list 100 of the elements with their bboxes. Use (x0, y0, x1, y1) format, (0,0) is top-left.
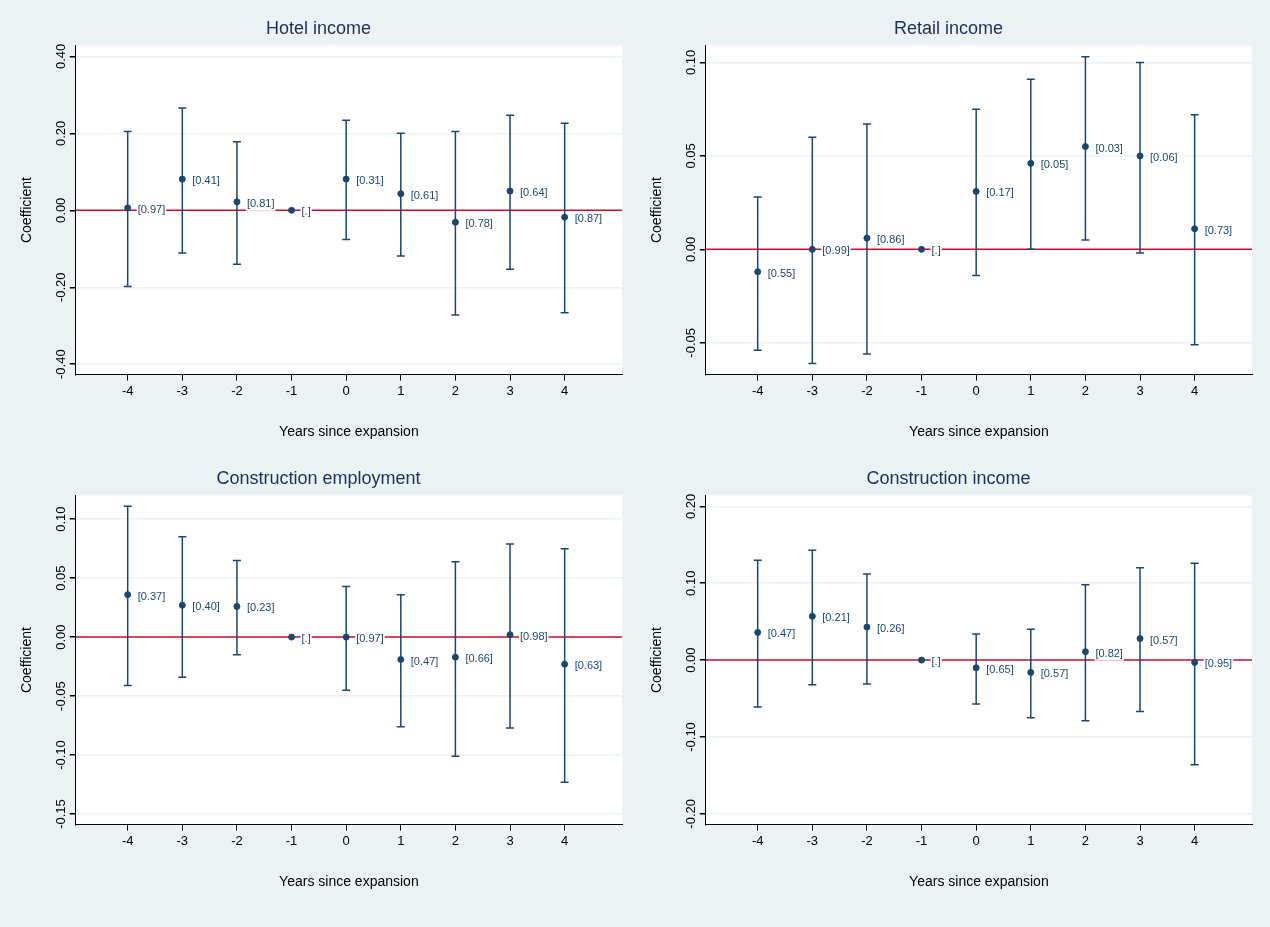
annotation: [0.06] (1150, 150, 1178, 163)
x-tick-label: -1 (915, 382, 928, 398)
y-tick-label: 0.00 (682, 647, 698, 673)
point (754, 268, 762, 276)
x-tick-label: -2 (861, 832, 873, 848)
x-tick-label: 3 (506, 382, 514, 398)
point (288, 633, 296, 641)
point (1027, 668, 1035, 676)
point (288, 206, 296, 214)
chart-title: Hotel income (265, 17, 372, 38)
x-tick-label: 1 (1027, 832, 1035, 848)
x-tick-label: 3 (1136, 382, 1144, 398)
point (233, 198, 241, 206)
x-axis-title: Years since expansion (279, 423, 419, 440)
y-axis-title: Coefficient (648, 627, 665, 694)
x-tick-label: -3 (806, 382, 819, 398)
x-axis-title: Years since expansion (909, 873, 1049, 890)
x-tick-label: -4 (121, 832, 134, 848)
point (233, 602, 241, 610)
y-tick-label: 0.00 (682, 236, 698, 263)
x-tick-label: -1 (915, 832, 928, 848)
y-axis-title: Coefficient (18, 627, 35, 694)
annotation: [0.66] (465, 652, 493, 665)
annotation: [0.55] (767, 266, 796, 279)
annotation: [.] (301, 632, 311, 645)
y-tick-label: 0.10 (682, 570, 698, 596)
x-tick-label: 4 (561, 382, 569, 398)
annotation: [0.87] (574, 212, 603, 225)
chart-title: Construction employment (216, 467, 421, 488)
point (972, 664, 980, 672)
x-tick-label: -2 (231, 382, 243, 398)
annotation: [0.47] (767, 627, 796, 640)
x-tick-label: 3 (1136, 832, 1144, 848)
x-tick-label: -4 (751, 382, 764, 398)
x-tick-label: 3 (506, 832, 514, 848)
point (397, 190, 405, 198)
point (451, 653, 459, 661)
point (506, 187, 514, 195)
annotation: [0.37] (137, 589, 166, 602)
x-tick-label: -1 (285, 382, 298, 398)
annotation: [0.05] (1040, 158, 1069, 171)
x-tick-label: -2 (231, 832, 243, 848)
y-tick-label: -0.40 (52, 349, 68, 380)
annotation: [0.99] (822, 244, 850, 257)
point (918, 656, 926, 664)
point (1027, 159, 1035, 167)
annotation: [0.03] (1095, 141, 1123, 154)
y-tick-label: 0.00 (52, 624, 68, 650)
annotation: [0.31] (356, 174, 384, 187)
annotation: [0.97] (356, 632, 384, 645)
x-tick-label: -3 (176, 832, 189, 848)
annotation: [0.86] (876, 233, 905, 246)
annotation: [0.63] (574, 659, 603, 672)
y-tick-label: 0.20 (52, 120, 68, 146)
x-tick-label: 0 (342, 382, 350, 398)
point (397, 656, 405, 664)
x-tick-label: 2 (451, 382, 460, 398)
annotation: [0.95] (1204, 657, 1233, 670)
x-tick-label: 0 (342, 832, 350, 848)
y-tick-label: -0.20 (52, 272, 68, 303)
point (1191, 225, 1199, 233)
x-axis-title: Years since expansion (279, 873, 419, 890)
annotation: [0.23] (246, 601, 275, 614)
x-tick-label: 4 (1191, 832, 1199, 848)
point (863, 623, 871, 631)
y-axis-title: Coefficient (18, 177, 35, 244)
annotation: [0.98] (520, 629, 548, 642)
point (178, 175, 186, 183)
x-tick-label: -1 (285, 832, 298, 848)
point (808, 612, 816, 620)
x-tick-label: -3 (806, 832, 819, 848)
y-tick-label: -0.05 (682, 328, 698, 358)
annotation: [0.57] (1150, 633, 1178, 646)
point (1136, 152, 1144, 160)
y-tick-label: 0.10 (682, 49, 698, 76)
point (1191, 658, 1199, 666)
point (754, 628, 762, 636)
annotation: [0.73] (1204, 223, 1233, 236)
annotation: [0.41] (192, 174, 220, 187)
annotation: [0.26] (876, 622, 905, 635)
point (561, 213, 569, 221)
y-tick-label: 0.00 (52, 197, 68, 223)
point (506, 631, 514, 639)
annotation: [0.47] (410, 654, 439, 667)
y-tick-label: 0.10 (52, 506, 68, 532)
x-tick-label: 2 (451, 832, 460, 848)
annotation: [0.82] (1095, 646, 1123, 659)
y-tick-label: 0.05 (682, 143, 698, 169)
point (342, 175, 350, 183)
y-tick-label: -0.15 (52, 799, 68, 829)
annotation: [0.17] (986, 186, 1014, 199)
chart-title: Construction income (866, 467, 1031, 488)
annotation: [0.65] (986, 662, 1014, 675)
point (342, 633, 350, 641)
annotation: [0.81] (246, 196, 275, 209)
x-tick-label: 1 (1027, 382, 1035, 398)
y-tick-label: -0.05 (52, 681, 68, 711)
point (178, 601, 186, 609)
chart-title: Retail income (893, 17, 1004, 38)
annotation: [0.40] (192, 600, 220, 613)
